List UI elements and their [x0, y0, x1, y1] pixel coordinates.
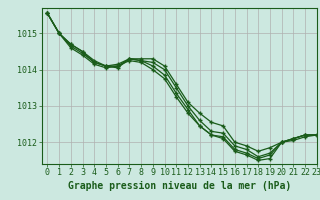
X-axis label: Graphe pression niveau de la mer (hPa): Graphe pression niveau de la mer (hPa)	[68, 181, 291, 191]
